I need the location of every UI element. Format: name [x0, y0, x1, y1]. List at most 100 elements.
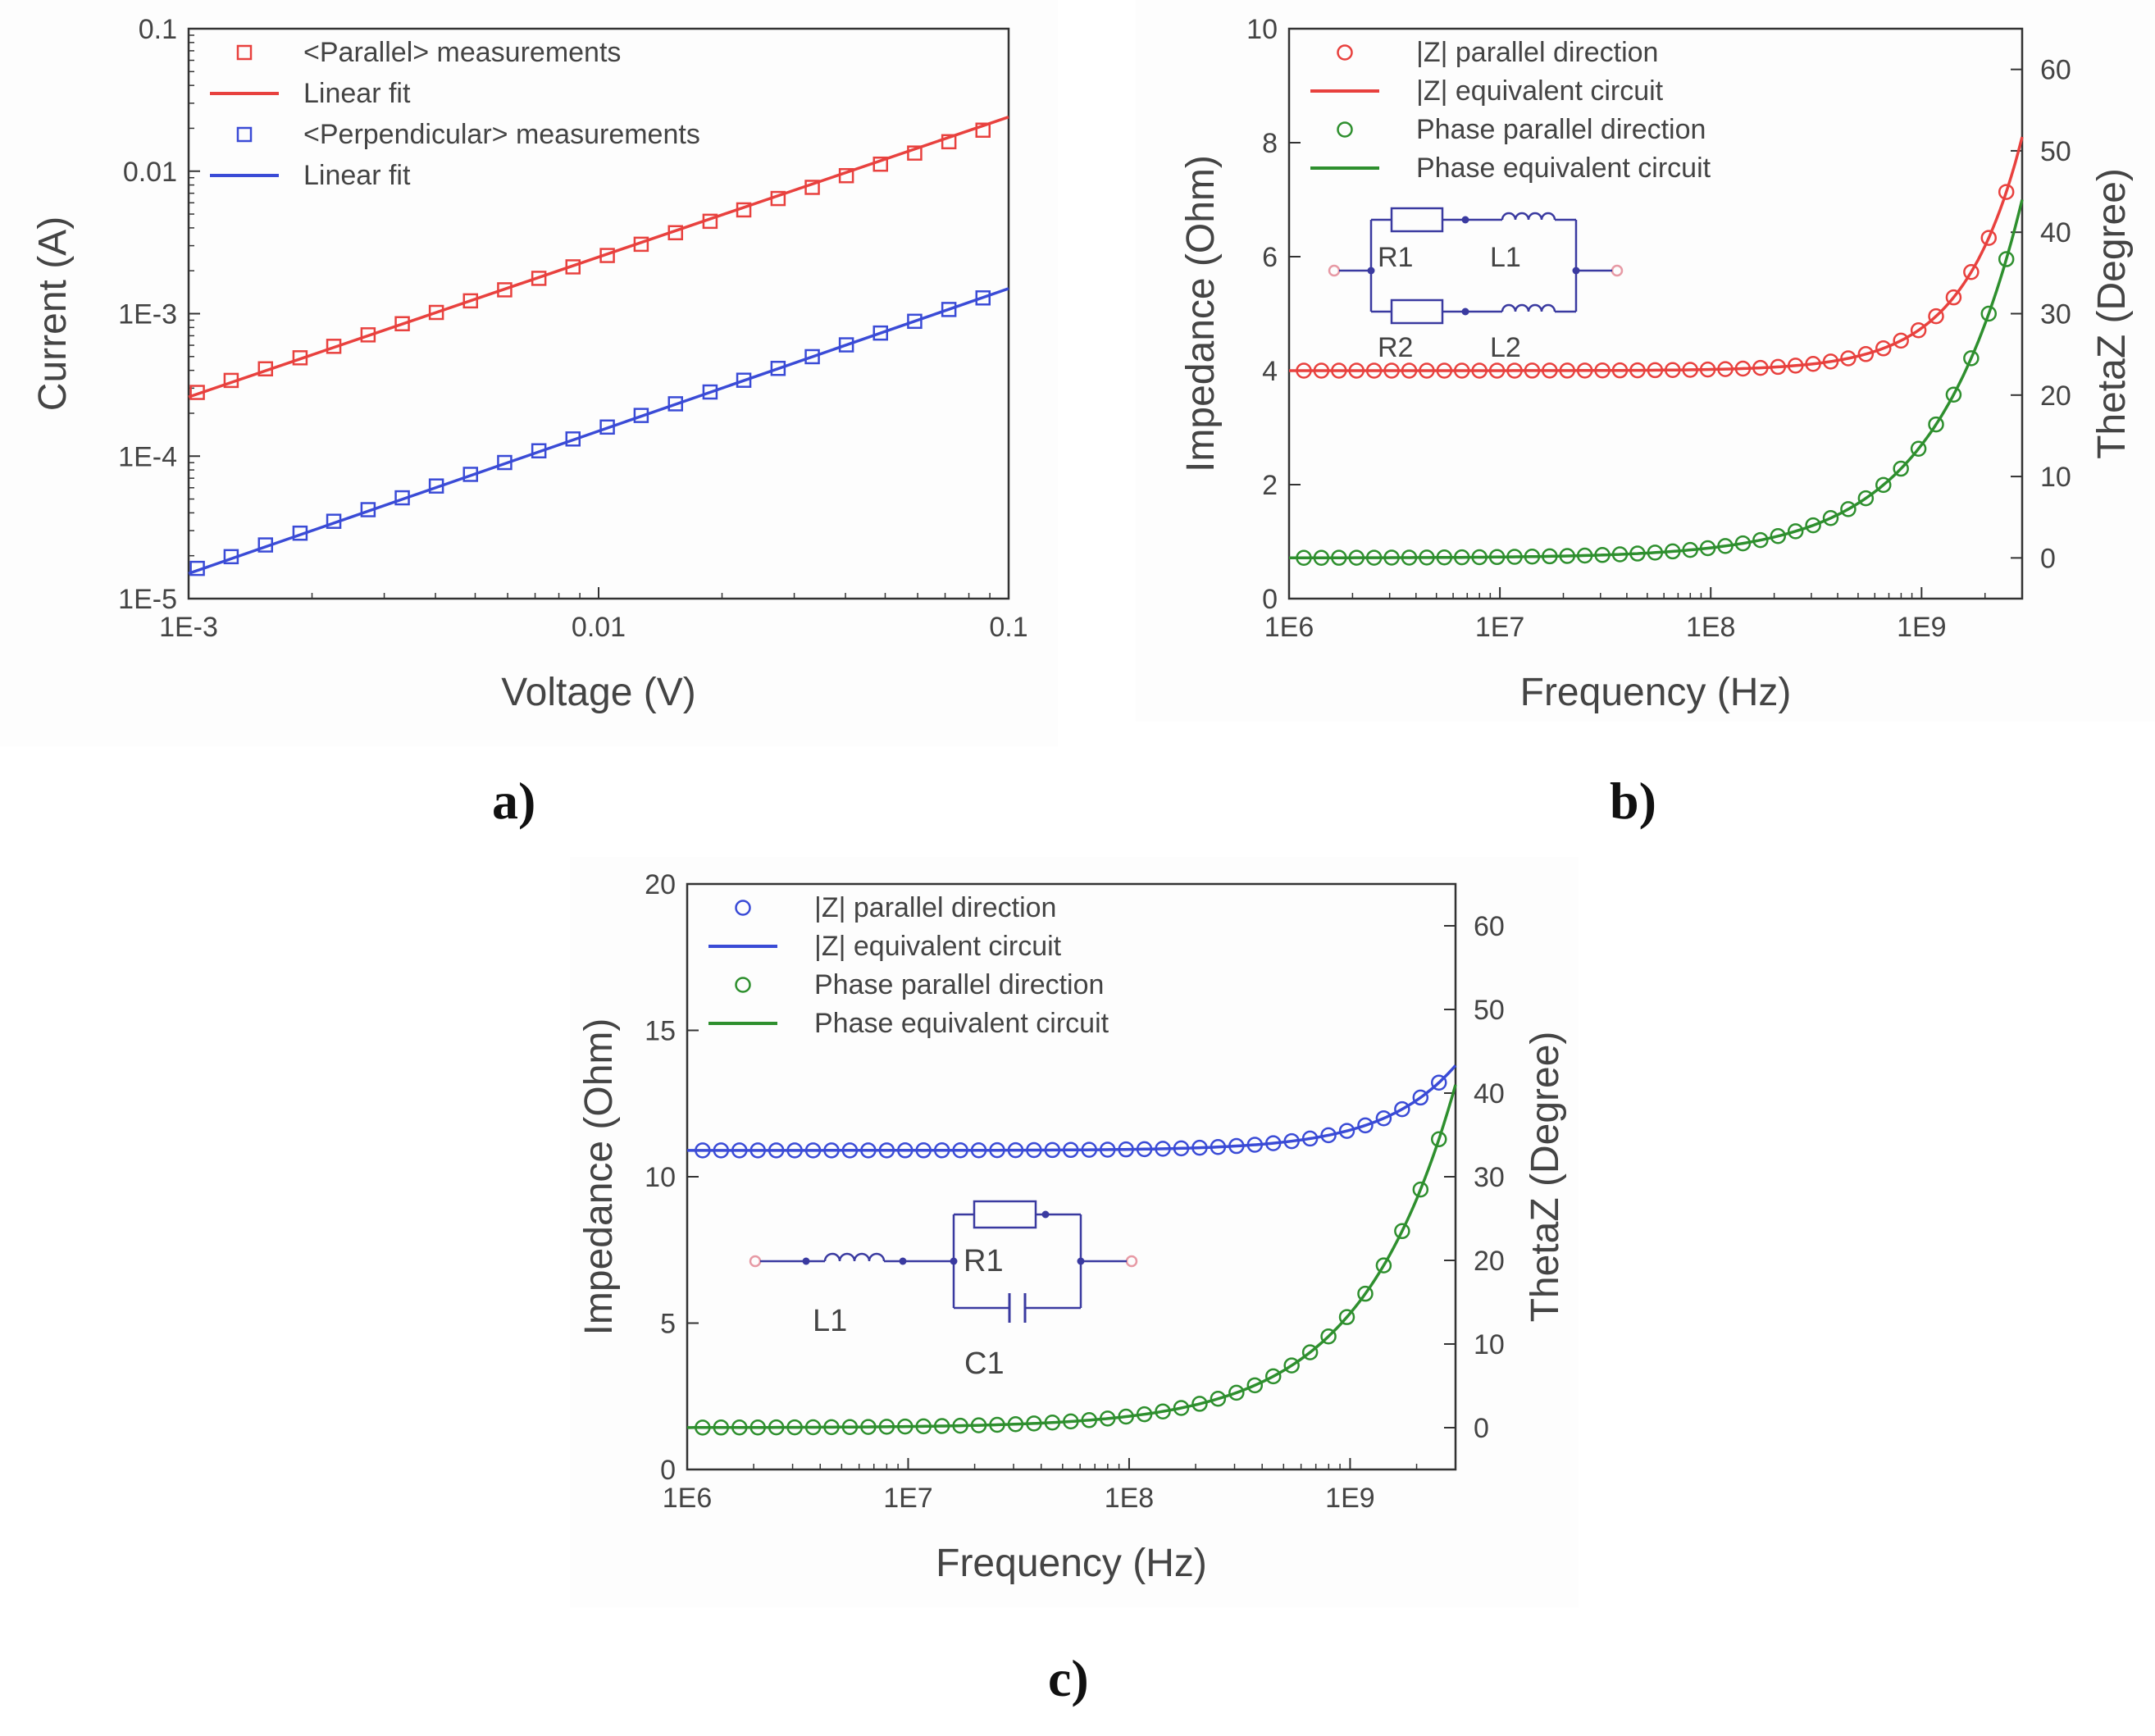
legend-entry-label: <Perpendicular> measurements	[303, 119, 700, 150]
data-point	[1394, 1223, 1410, 1240]
y2-tick-label: 40	[1474, 1078, 1505, 1109]
data-point	[1044, 1414, 1061, 1431]
data-point	[1394, 1100, 1410, 1118]
data-point	[1348, 362, 1365, 379]
data-point	[1875, 340, 1892, 357]
y-axis-title: Impedance (Ohm)	[577, 1018, 621, 1336]
y2-tick-label: 0	[1474, 1413, 1489, 1444]
data-point	[1063, 1413, 1079, 1430]
data-point	[1155, 1141, 1171, 1157]
data-point	[915, 1418, 932, 1435]
data-point	[970, 1141, 987, 1159]
x-tick-label: 1E6	[1264, 612, 1314, 643]
data-point	[1665, 362, 1681, 378]
data-point	[1081, 1141, 1098, 1158]
legend-entry-label: |Z| equivalent circuit	[1416, 75, 1664, 107]
data-point	[915, 1142, 932, 1159]
data-point	[1945, 386, 1962, 403]
data-point	[1542, 548, 1558, 565]
data-point	[1118, 1408, 1134, 1425]
legend-entry-label: |Z| equivalent circuit	[814, 931, 1062, 962]
series-green	[1289, 199, 2024, 566]
data-point	[1752, 359, 1769, 376]
data-point	[860, 1142, 877, 1159]
legend-entry-label: |Z| parallel direction	[1416, 37, 1658, 68]
data-point	[1401, 362, 1418, 379]
data-point	[768, 1419, 785, 1436]
data-point	[749, 1142, 766, 1159]
data-point	[1787, 358, 1804, 374]
legend-entry-label: Linear fit	[303, 78, 411, 109]
data-point	[1338, 1123, 1355, 1139]
data-point	[1699, 361, 1716, 378]
data-point	[1081, 1412, 1098, 1428]
x-axis-title: Voltage (V)	[501, 671, 695, 714]
data-point	[633, 236, 649, 253]
data-point	[1682, 541, 1698, 558]
data-point	[1296, 549, 1312, 566]
data-point	[804, 349, 820, 365]
data-point	[1320, 1328, 1337, 1345]
data-point	[1524, 362, 1541, 379]
data-point	[1431, 1074, 1447, 1091]
data-point	[223, 372, 239, 389]
data-point	[975, 290, 991, 306]
data-point	[1611, 362, 1629, 379]
data-point	[1383, 362, 1400, 379]
x-axis-title: Frequency (Hz)	[1520, 671, 1792, 714]
data-point	[1313, 549, 1330, 566]
data-point	[1840, 501, 1857, 517]
data-point	[1752, 531, 1769, 549]
data-point	[1559, 548, 1576, 564]
data-point	[1026, 1415, 1042, 1432]
data-point	[872, 325, 889, 341]
data-point	[907, 145, 923, 161]
data-point	[189, 385, 205, 400]
data-point	[952, 1141, 968, 1159]
circuit-node	[950, 1257, 958, 1265]
y2-tick-label: 20	[1474, 1246, 1505, 1277]
data-point	[394, 490, 410, 506]
data-point	[1283, 1357, 1300, 1374]
data-point	[1857, 346, 1875, 362]
data-point	[1980, 305, 1998, 322]
data-point	[1998, 184, 2015, 200]
circuit-node	[1461, 308, 1469, 316]
data-point	[1063, 1141, 1079, 1159]
data-point	[1375, 1109, 1392, 1127]
data-point	[1099, 1141, 1116, 1158]
data-point	[1431, 1131, 1447, 1147]
data-point	[989, 1141, 1005, 1159]
data-point	[497, 454, 513, 471]
fit-curve	[687, 1064, 1457, 1152]
data-point	[428, 478, 444, 494]
data-point	[941, 134, 957, 150]
data-point	[599, 419, 615, 435]
data-point	[731, 1419, 748, 1436]
data-point	[599, 248, 615, 263]
circuit-node	[1367, 267, 1375, 275]
data-point	[1840, 350, 1857, 367]
data-point	[736, 372, 752, 388]
data-point	[1283, 1132, 1300, 1150]
data-point	[1910, 321, 1927, 339]
panel-label-c: c)	[1048, 1649, 1089, 1707]
data-point	[1611, 546, 1629, 563]
data-point	[1383, 549, 1400, 566]
y2-axis-title: ThetaZ (Degree)	[1524, 1032, 1567, 1323]
data-point	[667, 396, 684, 412]
data-point	[1191, 1139, 1208, 1156]
data-point	[1301, 1130, 1319, 1147]
chart-panel-a: 1E-3 0.01 0.1 1E-5 1E-4 1E-3 0.01 0.1 Voltage (V…	[0, 0, 1058, 746]
data-point	[838, 337, 854, 353]
data-point	[531, 443, 547, 458]
data-point	[1365, 362, 1383, 379]
data-point	[731, 1142, 748, 1159]
legend-marker-swatch	[236, 126, 253, 143]
data-point	[841, 1142, 859, 1159]
y-tick-label: 8	[1262, 128, 1278, 159]
data-point	[1454, 362, 1470, 379]
data-point	[1375, 1257, 1392, 1274]
data-point	[1629, 362, 1646, 379]
y2-tick-label: 30	[1474, 1162, 1505, 1193]
